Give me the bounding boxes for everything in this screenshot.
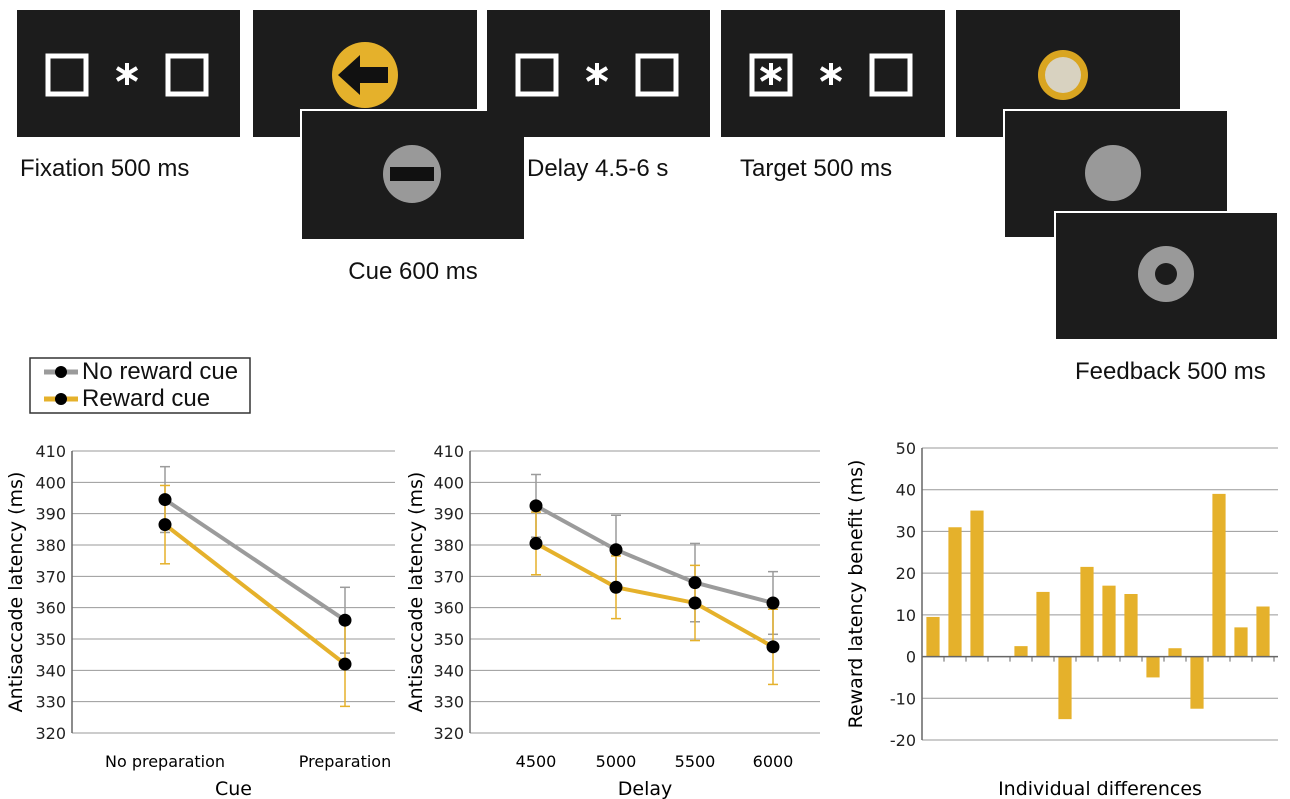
- y-tick-label: 340: [35, 661, 66, 680]
- data-point: [767, 596, 780, 609]
- y-tick-label: 390: [35, 505, 66, 524]
- y-tick-label: 400: [433, 473, 464, 492]
- bar: [1146, 657, 1159, 678]
- bar: [970, 511, 983, 657]
- panel-label: Feedback 500 ms: [1075, 358, 1266, 385]
- y-tick-label: 20: [896, 564, 916, 583]
- target-panel: [721, 10, 945, 137]
- y-axis-title: Reward latency benefit (ms): [845, 460, 867, 729]
- bar: [948, 527, 961, 656]
- series-line: [165, 525, 345, 664]
- panel-label: Fixation 500 ms: [20, 155, 189, 182]
- legend-marker: [55, 393, 67, 405]
- legend-label: Reward cue: [82, 385, 210, 412]
- series-line: [536, 506, 773, 603]
- y-tick-label: 320: [433, 724, 464, 743]
- panel-label: Cue 600 ms: [348, 258, 477, 285]
- y-axis-title: Antisaccade latency (ms): [405, 472, 427, 713]
- data-point: [689, 576, 702, 589]
- bar: [1212, 494, 1225, 657]
- bar: [1234, 627, 1247, 656]
- y-tick-label: 10: [896, 606, 916, 625]
- legend-label: No reward cue: [82, 358, 238, 385]
- y-tick-label: 330: [35, 693, 66, 712]
- bar: [1102, 586, 1115, 657]
- bar: [1190, 657, 1203, 709]
- data-point: [159, 518, 172, 531]
- x-tick-label: 4500: [516, 752, 557, 771]
- data-point: [689, 596, 702, 609]
- x-axis-title: Cue: [215, 778, 252, 799]
- y-axis-title: Antisaccade latency (ms): [5, 472, 27, 713]
- x-tick-label: 5500: [675, 752, 716, 771]
- y-tick-label: 390: [433, 505, 464, 524]
- data-point: [530, 537, 543, 550]
- bar: [1080, 567, 1093, 657]
- x-axis-title: Individual differences: [998, 778, 1202, 799]
- data-point: [339, 614, 352, 627]
- y-tick-label: 340: [433, 661, 464, 680]
- bar: [1168, 648, 1181, 656]
- x-tick-label: 6000: [753, 752, 794, 771]
- y-tick-label: 0: [906, 648, 916, 667]
- y-tick-label: 410: [35, 442, 66, 461]
- y-tick-label: 50: [896, 439, 916, 458]
- bar: [1256, 607, 1269, 657]
- fixation-panel: [17, 10, 240, 137]
- data-point: [530, 499, 543, 512]
- y-tick-label: 350: [433, 630, 464, 649]
- y-tick-label: 330: [433, 693, 464, 712]
- panel-label: Target 500 ms: [740, 155, 892, 182]
- data-point: [767, 640, 780, 653]
- y-tick-label: 380: [433, 536, 464, 555]
- y-tick-label: 370: [35, 567, 66, 586]
- y-tick-label: 320: [35, 724, 66, 743]
- legend-marker: [55, 366, 67, 378]
- panel-label: Delay 4.5-6 s: [527, 155, 668, 182]
- x-tick-label: Preparation: [299, 752, 391, 771]
- bar: [1124, 594, 1137, 657]
- bar: [1058, 657, 1071, 720]
- figure-canvas: Fixation 500 ms Cue 600 ms Delay 4.5-6 s…: [0, 0, 1290, 799]
- data-point: [159, 493, 172, 506]
- data-point: [610, 581, 623, 594]
- delay-panel: [487, 10, 710, 137]
- y-tick-label: 40: [896, 481, 916, 500]
- cue-panel: [253, 10, 525, 240]
- y-tick-label: 370: [433, 567, 464, 586]
- figure: Fixation 500 ms Cue 600 ms Delay 4.5-6 s…: [0, 0, 1290, 799]
- x-tick-label: 5000: [596, 752, 637, 771]
- y-tick-label: 380: [35, 536, 66, 555]
- y-tick-label: -10: [890, 689, 916, 708]
- data-point: [339, 658, 352, 671]
- y-tick-label: 400: [35, 473, 66, 492]
- x-axis-title: Delay: [618, 778, 673, 799]
- series-line: [165, 500, 345, 621]
- x-tick-label: No preparation: [105, 752, 225, 771]
- bar: [1014, 646, 1027, 656]
- y-tick-label: 350: [35, 630, 66, 649]
- feedback-panel: [956, 10, 1278, 340]
- bar: [926, 617, 939, 657]
- data-point: [610, 543, 623, 556]
- y-tick-label: 360: [433, 599, 464, 618]
- y-tick-label: -20: [890, 731, 916, 750]
- y-tick-label: 360: [35, 599, 66, 618]
- y-tick-label: 410: [433, 442, 464, 461]
- y-tick-label: 30: [896, 522, 916, 541]
- bar: [1036, 592, 1049, 657]
